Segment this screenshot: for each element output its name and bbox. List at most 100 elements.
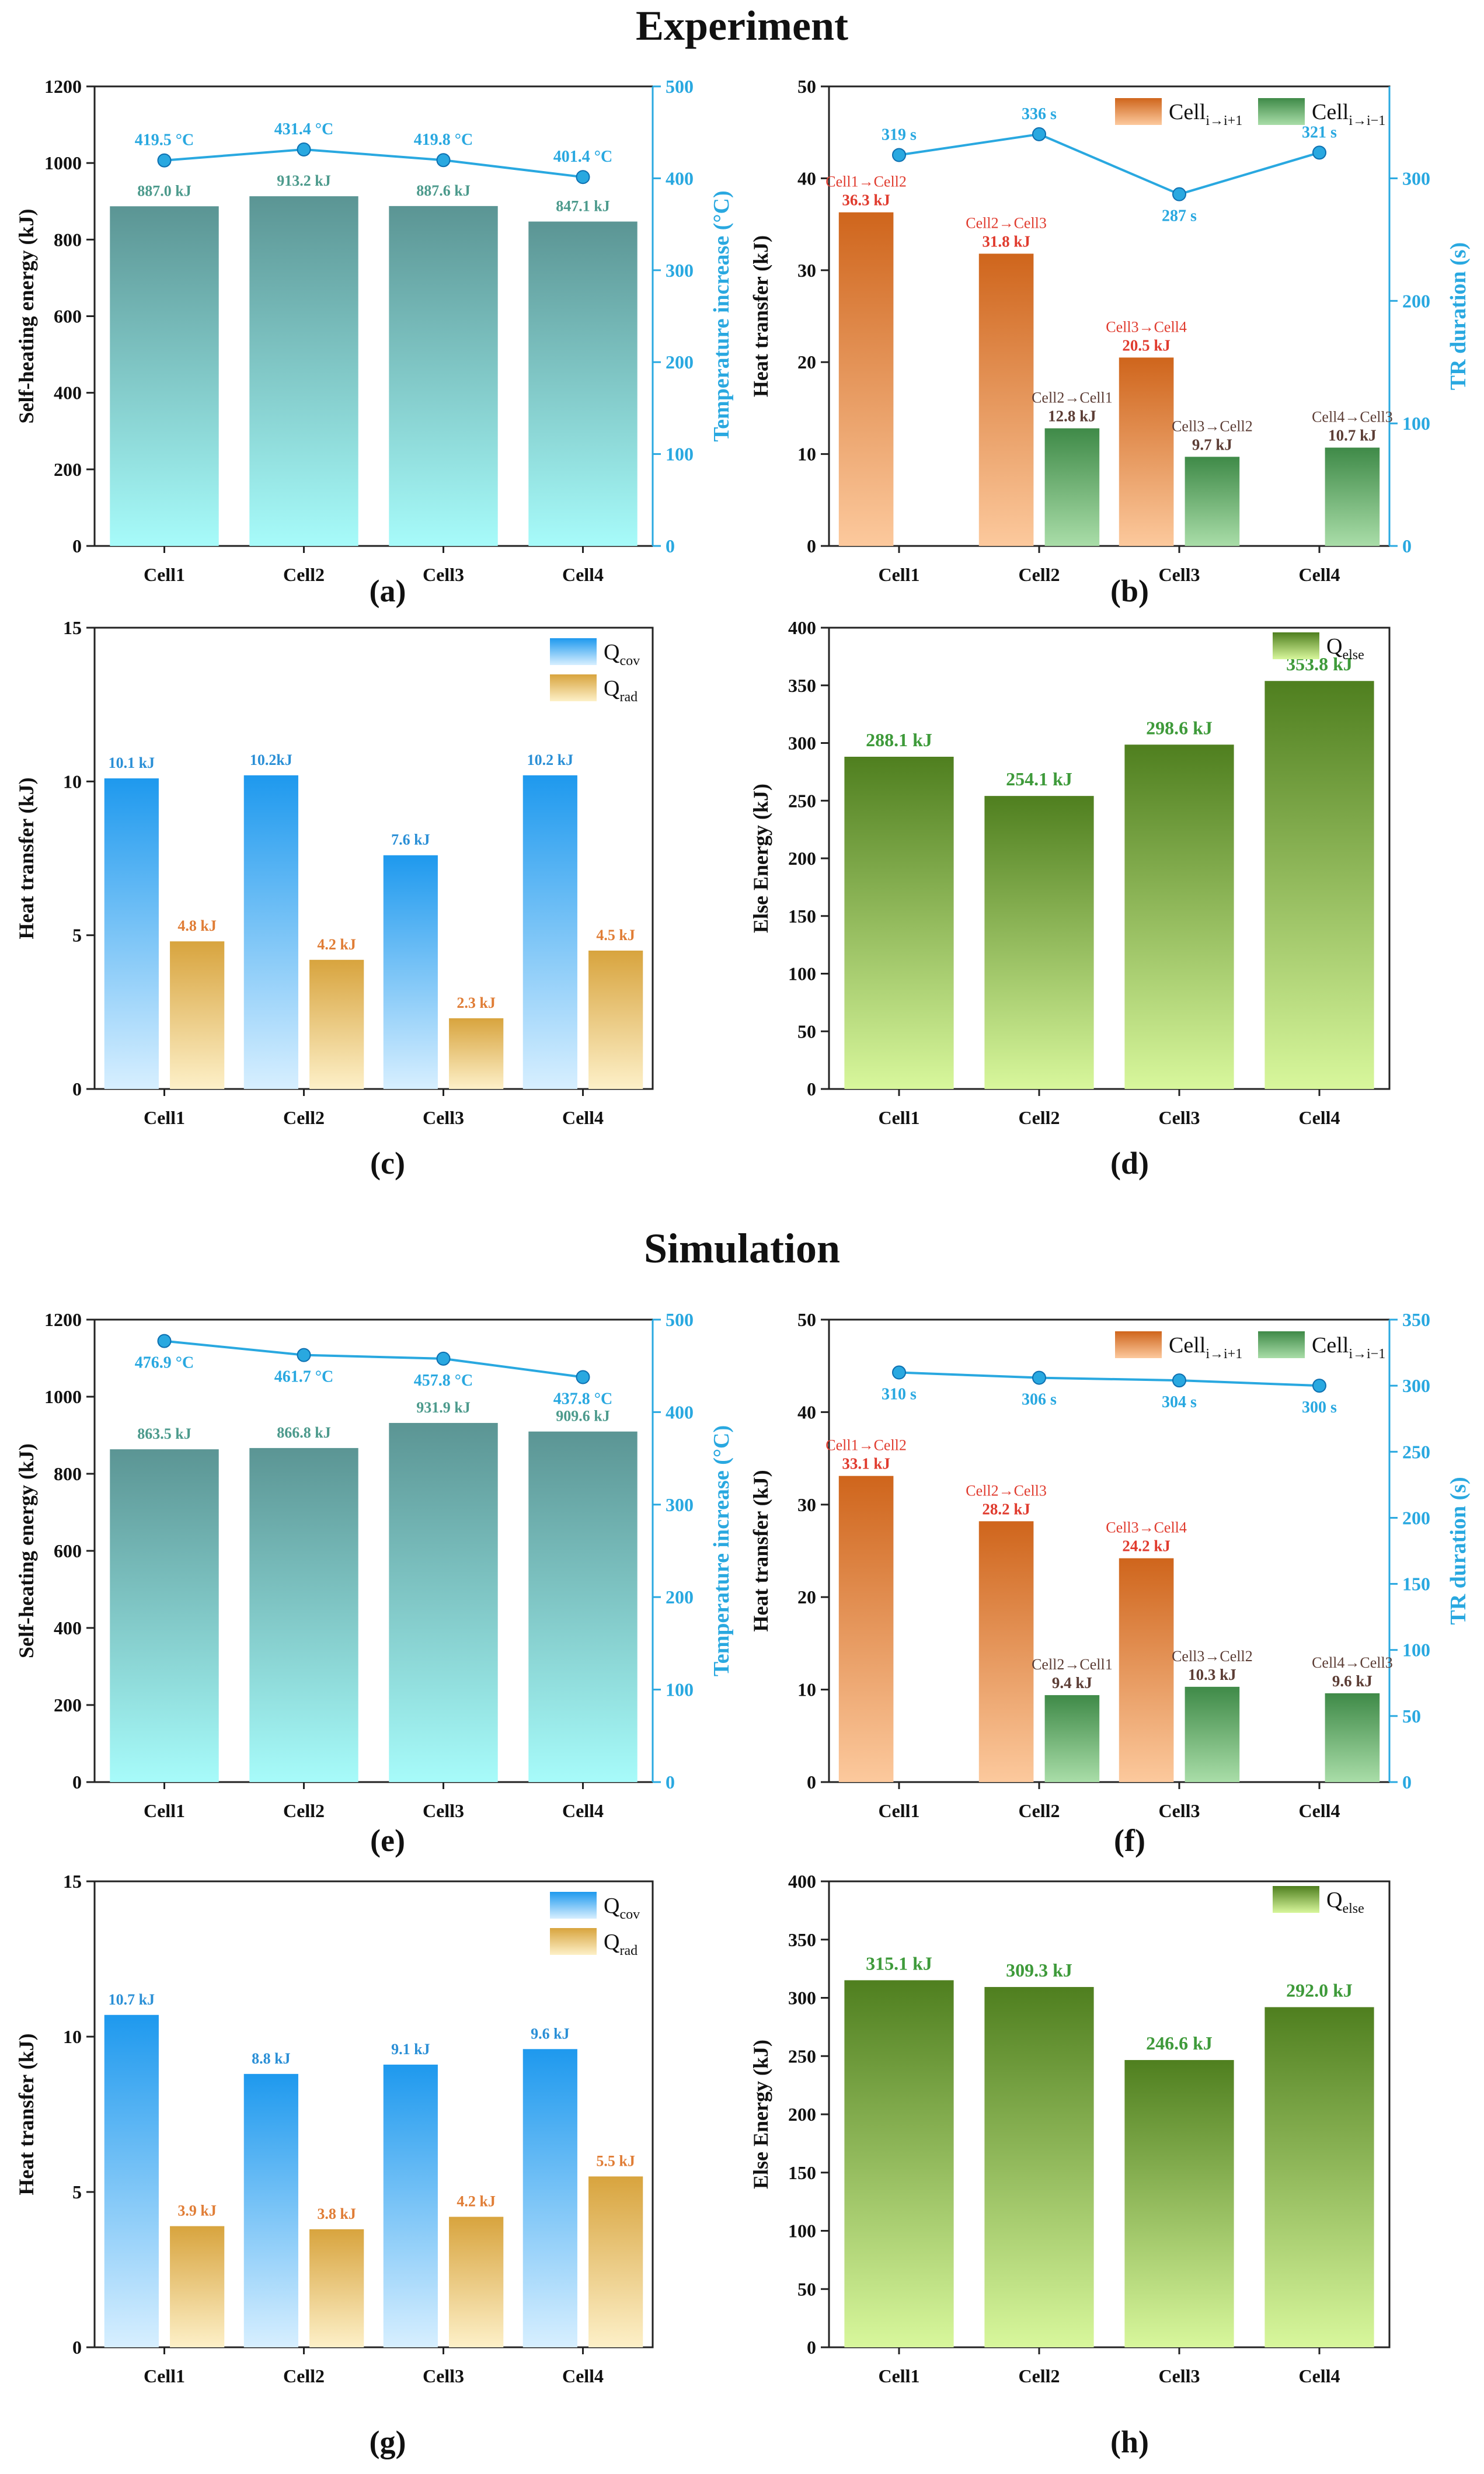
secondary-point-label: 300 s <box>1302 1398 1337 1417</box>
bar <box>389 1422 498 1782</box>
bar <box>383 2064 438 2347</box>
x-tick-label: Cell4 <box>1298 2365 1340 2386</box>
secondary-marker <box>297 1348 311 1362</box>
bar-value-label: 20.5 kJ <box>1122 336 1171 354</box>
bar-value-label: 10.2kJ <box>250 751 292 768</box>
y-axis-label: Heat transfer (kJ) <box>749 1470 772 1631</box>
bar <box>309 959 364 1089</box>
secondary-y-tick-label: 200 <box>1402 1507 1430 1528</box>
panel-h: 0 50 100 150 200 250 300 350 400 Else Energy (kJ)… <box>749 1871 1391 2459</box>
x-tick-label: Cell4 <box>562 564 604 585</box>
y-tick-label: 200 <box>54 459 82 480</box>
secondary-y-axis-label: Temperature increase (°C) <box>709 190 734 441</box>
panel-f: 0 10 20 30 40 50 Heat transfer (kJ) Cell1 Cell2 C… <box>749 1309 1471 1858</box>
legend-swatch <box>1115 1331 1162 1358</box>
bar <box>170 941 225 1089</box>
legend-main: Q <box>604 1894 619 1918</box>
secondary-marker <box>576 170 590 185</box>
bar-value-label: 33.1 kJ <box>842 1455 890 1473</box>
y-tick-label: 100 <box>788 2221 816 2242</box>
bar <box>243 2073 298 2347</box>
legend-swatch <box>1258 98 1305 125</box>
secondary-y-tick-label: 500 <box>666 76 694 97</box>
legend-label: Qelse <box>1326 1888 1364 1916</box>
secondary-marker <box>1312 1379 1326 1393</box>
legend-swatch <box>550 638 597 665</box>
legend-swatch <box>550 1928 597 1955</box>
bar-path-label: Cell2→Cell3 <box>966 214 1047 231</box>
panel-c: 0 5 10 15 Heat transfer (kJ) Cell1 Cell2 Cell3 C… <box>15 617 654 1181</box>
x-tick-label: Cell2 <box>283 1800 325 1821</box>
x-tick-label: Cell4 <box>562 1107 604 1128</box>
bar-value-label: 298.6 kJ <box>1146 717 1213 738</box>
y-tick-label: 30 <box>797 260 816 281</box>
bar-path-label: Cell1→Cell2 <box>825 1437 907 1454</box>
y-axis-label: Else Energy (kJ) <box>749 2040 772 2189</box>
legend-main: Cell <box>1312 1333 1349 1358</box>
bar <box>1119 357 1174 546</box>
legend-main: Cell <box>1169 1333 1206 1358</box>
secondary-point-label: 431.4 °C <box>274 120 333 138</box>
bar <box>1044 428 1100 546</box>
secondary-line <box>898 1371 1320 1387</box>
bar <box>110 1449 219 1782</box>
panel-b: 0 10 20 30 40 50 Heat transfer (kJ) Cell1 Cell2 C… <box>749 76 1471 608</box>
legend-swatch <box>1115 98 1162 125</box>
y-tick-label: 1200 <box>44 1309 82 1330</box>
bar-value-label: 7.6 kJ <box>391 831 430 848</box>
panel-caption: (b) <box>1110 573 1149 608</box>
secondary-point-label: 304 s <box>1162 1393 1197 1411</box>
y-tick-label: 5 <box>72 925 82 946</box>
legend-main: Q <box>604 640 619 664</box>
legend-label: Celli→i−1 <box>1312 100 1385 128</box>
legend-label: Qrad <box>604 1930 638 1958</box>
section-title-simulation: Simulation <box>644 1225 840 1272</box>
bar <box>449 2216 504 2347</box>
y-tick-label: 600 <box>54 1540 82 1561</box>
secondary-marker <box>157 1334 172 1348</box>
y-tick-label: 1000 <box>44 152 82 173</box>
legend-sub: i→i+1 <box>1206 113 1242 128</box>
secondary-point-label: 306 s <box>1022 1391 1057 1409</box>
y-tick-label: 150 <box>788 906 816 927</box>
bar <box>243 775 298 1089</box>
y-axis-label: Heat transfer (kJ) <box>15 2033 38 2195</box>
secondary-marker <box>436 1351 451 1366</box>
legend-label: Celli→i−1 <box>1312 1333 1385 1362</box>
bar-value-label: 315.1 kJ <box>866 1953 932 1974</box>
secondary-point-label: 457.8 °C <box>414 1372 473 1390</box>
bar-value-label: 4.2 kJ <box>317 936 356 953</box>
y-tick-label: 10 <box>63 771 82 792</box>
legend-swatch <box>550 674 597 701</box>
bar <box>844 757 954 1089</box>
plot-frame <box>93 1880 654 2348</box>
secondary-y-tick-label: 100 <box>666 444 694 465</box>
secondary-y-tick-label: 0 <box>1402 1772 1412 1793</box>
secondary-y-tick-label: 350 <box>1402 1309 1430 1330</box>
y-tick-label: 50 <box>797 1309 816 1330</box>
bar-value-label: 8.8 kJ <box>252 2050 290 2067</box>
bar-value-label: 863.5 kJ <box>137 1425 191 1442</box>
bar <box>170 2226 225 2347</box>
bar <box>1119 1558 1174 1782</box>
y-tick-label: 350 <box>788 1929 816 1950</box>
y-tick-label: 5 <box>72 2181 82 2202</box>
bar <box>449 1018 504 1089</box>
secondary-line <box>164 1339 583 1379</box>
legend-main: Q <box>1326 634 1342 659</box>
bar-value-label: 254.1 kJ <box>1006 768 1072 789</box>
bar-path-label: Cell2→Cell3 <box>966 1482 1047 1499</box>
bar-value-label: 9.6 kJ <box>531 2025 569 2042</box>
y-tick-label: 15 <box>63 1871 82 1892</box>
bar-path-label: Cell4→Cell3 <box>1312 409 1393 426</box>
x-tick-label: Cell3 <box>423 564 464 585</box>
bar <box>1185 1686 1240 1782</box>
bar <box>844 1980 954 2347</box>
legend-label: Qrad <box>604 676 638 705</box>
secondary-line <box>898 133 1320 196</box>
plot-frame <box>93 627 654 1090</box>
legend-label: Qcov <box>604 1894 640 1922</box>
bar <box>1264 2007 1374 2347</box>
